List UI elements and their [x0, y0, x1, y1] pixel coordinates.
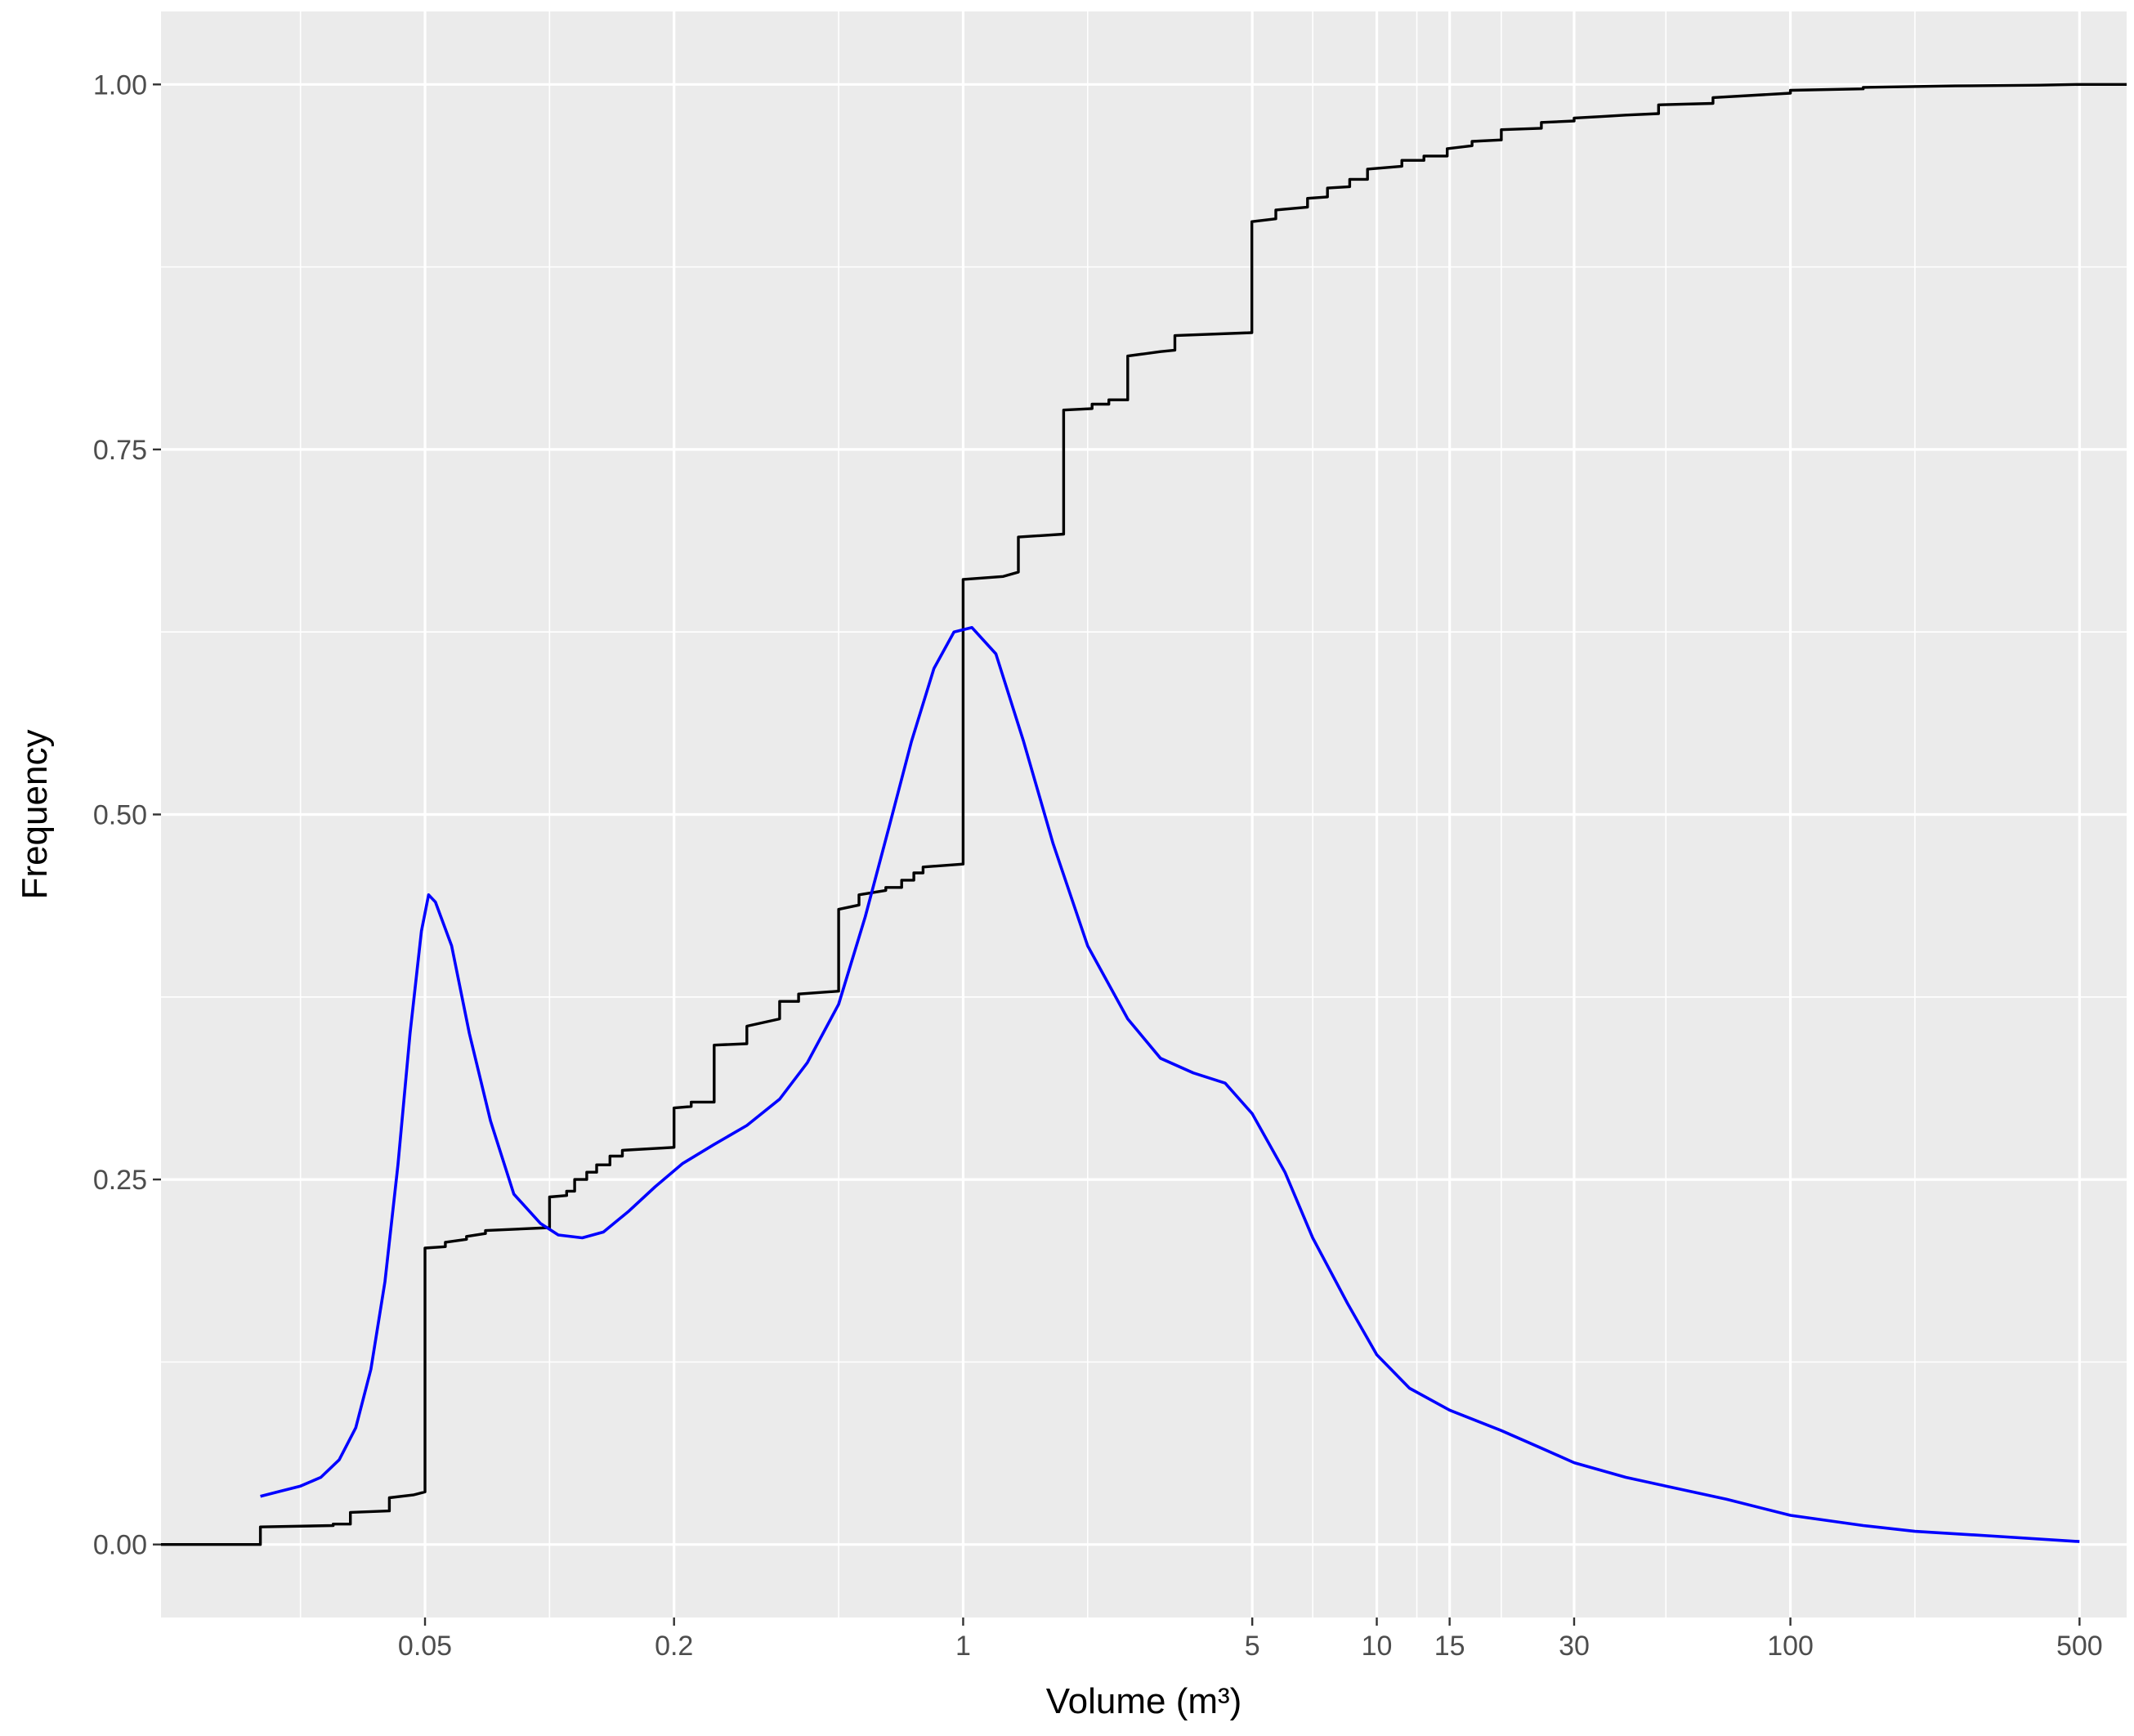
x-axis-title: Volume (m³)	[1046, 1681, 1242, 1721]
y-tick-label: 0.00	[93, 1530, 147, 1561]
x-tick-label: 5	[1245, 1631, 1260, 1662]
x-tick-label: 15	[1434, 1631, 1465, 1662]
x-tick-label: 100	[1767, 1631, 1814, 1662]
x-tick-label: 0.2	[655, 1631, 693, 1662]
y-tick-label: 0.25	[93, 1165, 147, 1196]
y-axis-title: Frequency	[15, 730, 55, 900]
y-tick-label: 0.75	[93, 435, 147, 466]
x-tick-label: 1	[955, 1631, 971, 1662]
x-tick-label: 0.05	[398, 1631, 452, 1662]
density-line	[260, 626, 2080, 1543]
y-tick-label: 0.50	[93, 800, 147, 831]
x-tick-label: 500	[2056, 1631, 2103, 1662]
series-lines	[161, 83, 2127, 1546]
x-tick-label: 10	[1362, 1631, 1393, 1662]
axis-ticks: 0.05 0.2 1 5 10 15 30 100 5000.000.250.500.751.0…	[93, 69, 2103, 1662]
ecdf-step-line	[161, 83, 2127, 1546]
x-tick-label: 30	[1559, 1631, 1590, 1662]
y-tick-label: 1.00	[93, 69, 147, 101]
